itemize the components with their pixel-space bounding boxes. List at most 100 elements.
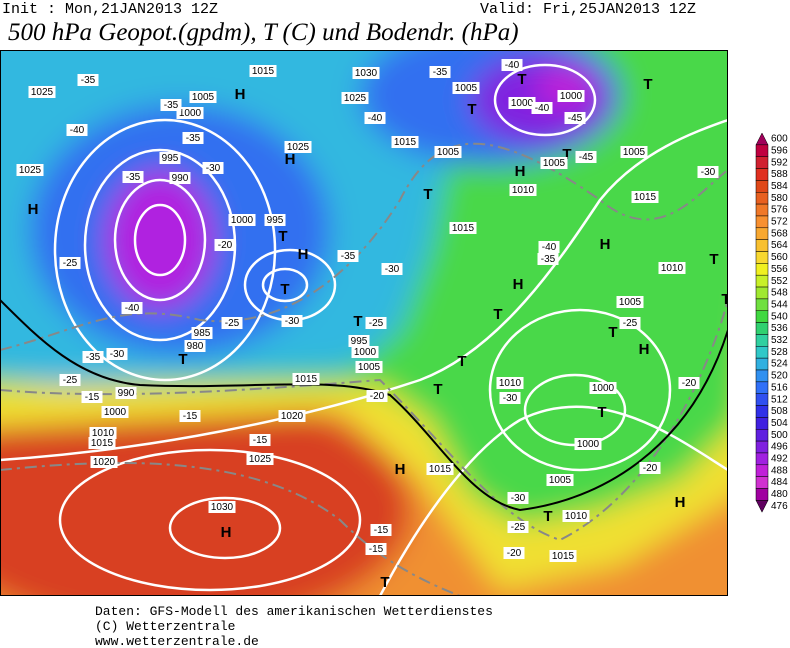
label-box (221, 317, 243, 329)
label-box (365, 317, 387, 329)
low-marker: T (721, 291, 730, 308)
label-box (191, 327, 213, 339)
temperature-label: -25 (369, 318, 384, 329)
low-marker: T (457, 353, 466, 370)
pressure-label: 1005 (358, 362, 381, 373)
label-box (575, 151, 597, 163)
pressure-label: 1005 (455, 83, 478, 94)
colorbar-label: 584 (771, 181, 788, 192)
temperature-label: -30 (503, 393, 518, 404)
colorbar-label: 516 (771, 382, 788, 393)
pressure-label: 1020 (93, 457, 116, 468)
pressure-label: 1000 (592, 383, 615, 394)
valid-time: Valid: Fri,25JAN2013 12Z (480, 1, 696, 18)
footer-url: www.wetterzentrale.de (95, 634, 259, 648)
temperature-label: -30 (110, 349, 125, 360)
label-box (59, 374, 81, 386)
pressure-label: 995 (267, 215, 284, 226)
label-box (562, 510, 590, 522)
high-marker: H (395, 461, 406, 478)
colorbar-label: 568 (771, 228, 788, 239)
colorbar-label: 544 (771, 299, 788, 310)
label-box (639, 462, 661, 474)
label-box (452, 82, 480, 94)
label-box (549, 550, 577, 562)
colorbar-swatch (755, 144, 769, 157)
colorbar-label: 528 (771, 347, 788, 358)
colorbar-label: 588 (771, 169, 788, 180)
temperature-label: -35 (86, 352, 101, 363)
low-marker: T (467, 101, 476, 118)
map-frame (0, 50, 728, 596)
label-box (501, 59, 523, 71)
label-box (179, 410, 201, 422)
temperature-label: -30 (701, 167, 716, 178)
pressure-label: 990 (118, 388, 135, 399)
label-box (159, 152, 181, 164)
low-marker: T (608, 324, 617, 341)
colorbar-label: 536 (771, 323, 788, 334)
label-box (228, 214, 256, 226)
label-box (101, 406, 129, 418)
label-box (337, 250, 359, 262)
low-marker: T (597, 404, 606, 421)
pressure-label: 1015 (429, 464, 452, 475)
label-box (189, 91, 217, 103)
pressure-label: 1000 (577, 439, 600, 450)
low-marker: T (353, 313, 362, 330)
colorbar-label: 576 (771, 205, 788, 216)
label-box (82, 351, 104, 363)
temperature-label: -35 (81, 75, 96, 86)
label-box (106, 348, 128, 360)
label-box (249, 434, 271, 446)
high-marker: H (675, 494, 686, 511)
label-box (366, 390, 388, 402)
label-box (697, 166, 719, 178)
low-marker: T (643, 76, 652, 93)
pressure-label: 1010 (661, 263, 684, 274)
pressure-label: 1015 (452, 223, 475, 234)
label-box (507, 492, 529, 504)
temperature-label: -40 (70, 125, 85, 136)
temperature-label: -20 (507, 548, 522, 559)
label-box (546, 474, 574, 486)
colorbar-swatch (755, 192, 769, 205)
pressure-label: 1000 (511, 98, 534, 109)
temperature-label: -35 (541, 254, 556, 265)
colorbar-label: 592 (771, 157, 788, 168)
low-marker: T (278, 228, 287, 245)
high-marker: H (639, 341, 650, 358)
label-box (631, 191, 659, 203)
temperature-label: -30 (285, 316, 300, 327)
low-marker: T (178, 351, 187, 368)
label-box (115, 387, 137, 399)
label-box (59, 257, 81, 269)
label-box (284, 141, 312, 153)
colorbar-swatch (755, 239, 769, 252)
temperature-label: -20 (682, 378, 697, 389)
colorbar-label: 580 (771, 193, 788, 204)
colorbar-swatch (755, 334, 769, 347)
label-box (341, 92, 369, 104)
temperature-label: -30 (511, 493, 526, 504)
temperature-label: -15 (183, 411, 198, 422)
colorbar-label: 480 (771, 489, 788, 500)
label-box (281, 315, 303, 327)
label-box (90, 456, 118, 468)
colorbar-label: 600 (771, 134, 788, 145)
pressure-label: 1000 (560, 91, 583, 102)
label-box (540, 157, 568, 169)
colorbar-swatch (755, 476, 769, 489)
label-box (16, 164, 44, 176)
label-box (202, 162, 224, 174)
colorbar-swatch (755, 227, 769, 240)
pressure-label: 1005 (549, 475, 572, 486)
colorbar-label: 488 (771, 465, 788, 476)
label-box (292, 373, 320, 385)
low-marker: T (380, 574, 389, 591)
zero-line (0, 299, 728, 512)
temperature-label: -35 (126, 172, 141, 183)
colorbar-swatch (755, 251, 769, 264)
colorbar-label: 548 (771, 288, 788, 299)
